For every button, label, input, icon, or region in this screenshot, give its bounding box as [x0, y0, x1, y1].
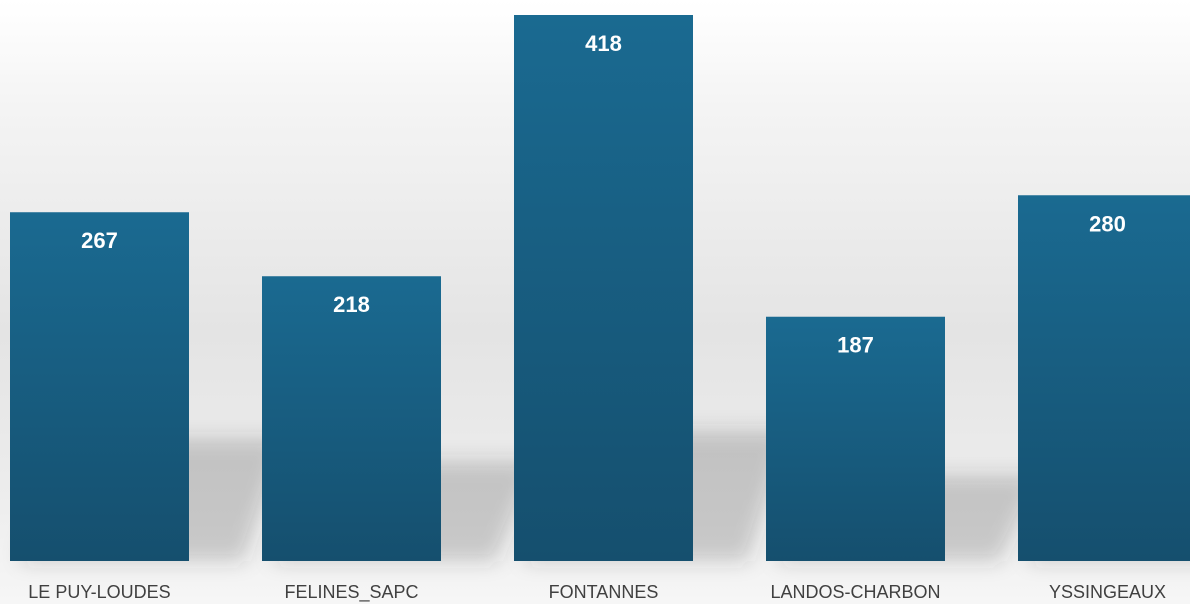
category-label: LANDOS-CHARBON: [770, 582, 940, 602]
category-label: YSSINGEAUX: [1049, 582, 1166, 602]
category-label: FELINES_SAPC: [284, 582, 418, 603]
data-label: 280: [1089, 211, 1126, 236]
category-label: FONTANNES: [549, 582, 659, 602]
bar-yssingeaux: [1018, 195, 1190, 562]
category-labels: LE PUY-LOUDES FELINES_SAPC FONTANNES LANDOS…: [28, 582, 1166, 603]
category-label: LE PUY-LOUDES: [28, 582, 170, 602]
data-labels: 267 218 418 187 280: [81, 31, 1126, 358]
bar-fontannes: [514, 15, 693, 561]
bar-landos-charbon: [766, 316, 945, 561]
data-label: 187: [837, 333, 874, 358]
bar-felines-sapc: [262, 276, 441, 561]
data-label: 418: [585, 31, 622, 56]
data-label: 218: [333, 292, 370, 317]
data-label: 267: [81, 228, 118, 253]
bar-le-puy-loudes: [10, 212, 189, 561]
bars: [10, 15, 1190, 562]
